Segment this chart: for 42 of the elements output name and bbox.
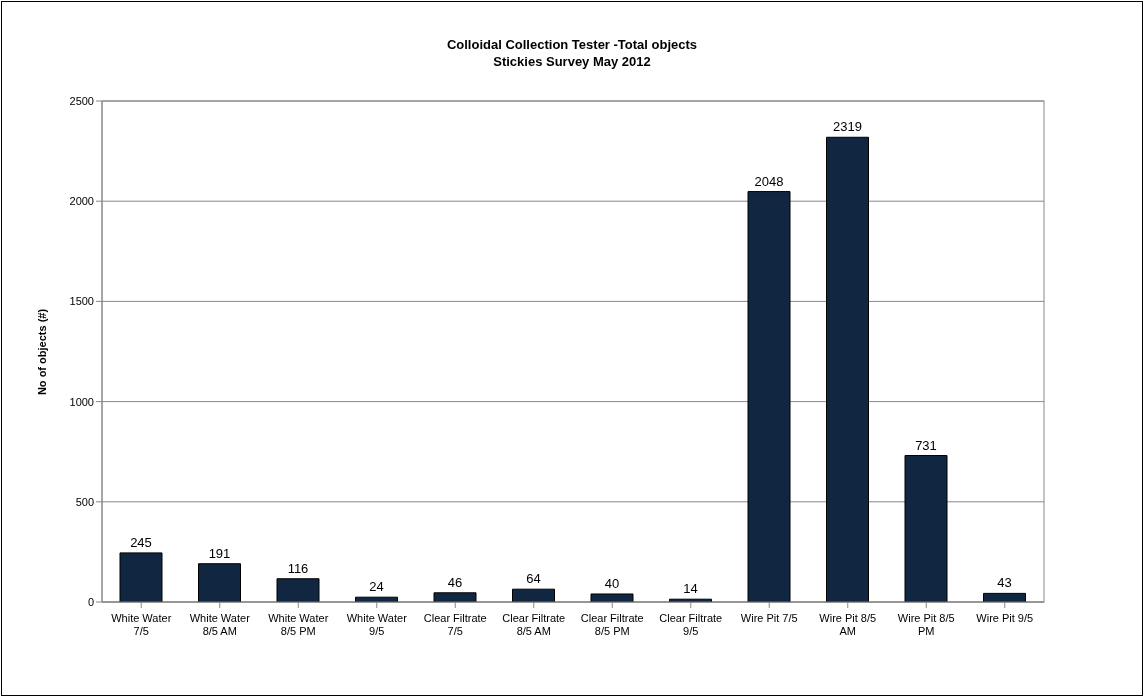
data-label: 191 [208, 545, 231, 561]
data-label: 2048 [754, 173, 784, 189]
y-tick-label: 2000 [69, 195, 94, 208]
x-tick-label: White Water 8/5 AM [189, 612, 251, 637]
x-tick-label: White Water 9/5 [346, 612, 408, 637]
bar [276, 578, 320, 602]
x-tick-label: Clear Filtrate 7/5 [423, 612, 487, 637]
x-tick-label: Clear Filtrate 8/5 PM [580, 612, 644, 637]
x-tick-label: Clear Filtrate 8/5 AM [502, 612, 566, 637]
chart-subtitle: Stickies Survey May 2012 [492, 53, 652, 70]
bar [904, 455, 948, 602]
y-tick-label: 2500 [69, 94, 94, 107]
data-label: 14 [683, 581, 698, 597]
x-tick-label: Wire Pit 8/5 AM [819, 612, 877, 637]
bar [826, 136, 869, 602]
data-label: 2319 [833, 119, 862, 135]
x-tick-label: Wire Pit 9/5 [976, 612, 1034, 624]
chart-title: Colloidal Collection Tester -Total objects [445, 36, 699, 53]
bar [198, 563, 241, 602]
x-tick-label: White Water 7/5 [111, 612, 172, 637]
data-label: 40 [604, 575, 620, 591]
y-tick-label: 0 [87, 595, 94, 608]
data-label: 24 [369, 579, 384, 595]
data-label: 116 [287, 560, 309, 576]
bar [433, 592, 477, 602]
y-axis-title: No of objects (#) [36, 308, 48, 396]
data-label: 64 [526, 571, 541, 587]
y-tick-label: 1000 [69, 395, 94, 408]
data-label: 245 [130, 534, 152, 550]
bar [512, 588, 555, 602]
bar [747, 191, 791, 602]
x-tick-label: Wire Pit 8/5 PM [897, 612, 955, 637]
bar [119, 552, 163, 602]
data-label: 731 [915, 437, 937, 453]
bar [590, 593, 634, 602]
y-tick-label: 1500 [69, 295, 94, 308]
data-label: 46 [447, 574, 463, 590]
y-tick-label: 500 [75, 495, 94, 508]
data-label: 43 [997, 575, 1012, 591]
x-tick-label: Wire Pit 7/5 [740, 612, 798, 624]
x-tick-label: White Water 8/5 PM [268, 612, 329, 637]
x-tick-label: Clear Filtrate 9/5 [659, 612, 723, 637]
